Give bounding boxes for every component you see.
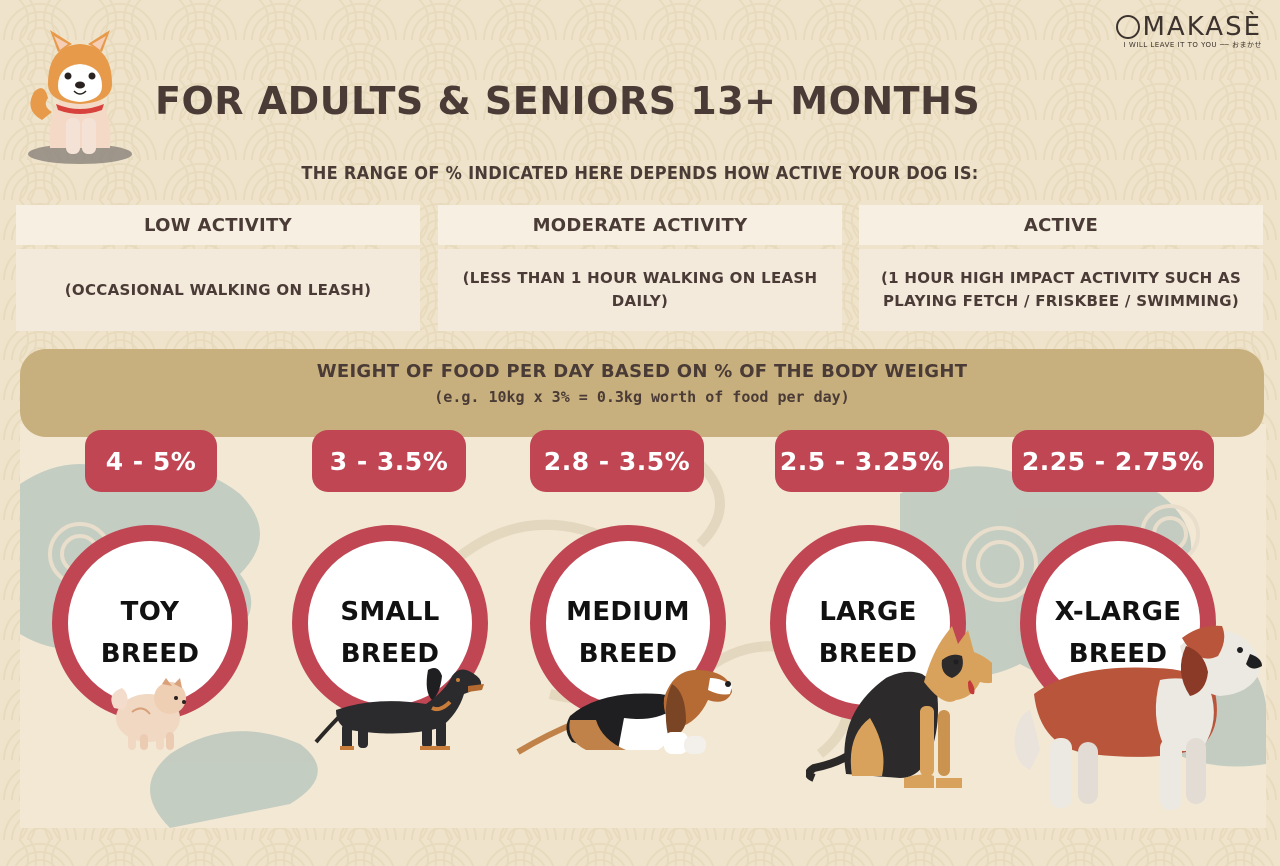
breed-word: BREED: [100, 639, 200, 669]
activity-description: (LESS THAN 1 HOUR WALKING ON LEASH DAILY…: [438, 249, 842, 331]
activity-card-active: ACTIVE (1 HOUR HIGH IMPACT ACTIVITY SUCH…: [859, 205, 1263, 331]
breed-size: MEDIUM: [566, 597, 690, 627]
breed-word: BREED: [1068, 639, 1168, 669]
activity-label: LOW ACTIVITY: [16, 205, 420, 245]
activity-label: ACTIVE: [859, 205, 1263, 245]
banner-example: (e.g. 10kg x 3% = 0.3kg worth of food pe…: [434, 388, 850, 406]
breed-size: TOY: [120, 597, 180, 627]
breed-size: LARGE: [819, 597, 917, 627]
food-weight-banner: WEIGHT OF FOOD PER DAY BASED ON % OF THE…: [20, 349, 1264, 437]
percentage-badge-small: 3 - 3.5%: [312, 430, 466, 492]
pomeranian-icon: [111, 678, 186, 750]
percentage-badge-large: 2.5 - 3.25%: [775, 430, 949, 492]
activity-description: (1 HOUR HIGH IMPACT ACTIVITY SUCH AS PLA…: [859, 249, 1263, 331]
breed-size: X-LARGE: [1054, 597, 1182, 627]
activity-card-low: LOW ACTIVITY (OCCASIONAL WALKING ON LEAS…: [16, 205, 420, 331]
percentage-badge-toy: 4 - 5%: [85, 430, 217, 492]
basset-hound-icon: [516, 669, 732, 755]
logo-o-icon: [1116, 15, 1141, 39]
shiba-mascot-icon: [28, 30, 132, 164]
german-shepherd-icon: [806, 626, 992, 788]
logo-text: MAKASÈ: [1142, 12, 1262, 42]
activity-label: MODERATE ACTIVITY: [438, 205, 842, 245]
breed-word: BREED: [340, 639, 440, 669]
breed-size: SMALL: [340, 597, 440, 627]
breed-word: BREED: [578, 639, 678, 669]
activity-card-moderate: MODERATE ACTIVITY (LESS THAN 1 HOUR WALK…: [438, 205, 842, 331]
percentage-badge-xlarge: 2.25 - 2.75%: [1012, 430, 1214, 492]
banner-heading: WEIGHT OF FOOD PER DAY BASED ON % OF THE…: [316, 361, 968, 382]
dachshund-icon: [314, 668, 484, 750]
activity-description: (OCCASIONAL WALKING ON LEASH): [16, 249, 420, 331]
saint-bernard-icon: [1014, 625, 1262, 810]
logo-tagline: I WILL LEAVE IT TO YOU ── おまかせ: [1123, 41, 1262, 49]
page-title: FOR ADULTS & SENIORS 13+ MONTHS: [155, 79, 981, 123]
makase-logo: MAKASÈ I WILL LEAVE IT TO YOU ── おまかせ: [1116, 12, 1262, 50]
activity-subtitle: THE RANGE OF % INDICATED HERE DEPENDS HO…: [301, 163, 979, 184]
percentage-badge-medium: 2.8 - 3.5%: [530, 430, 704, 492]
breed-word: BREED: [818, 639, 918, 669]
